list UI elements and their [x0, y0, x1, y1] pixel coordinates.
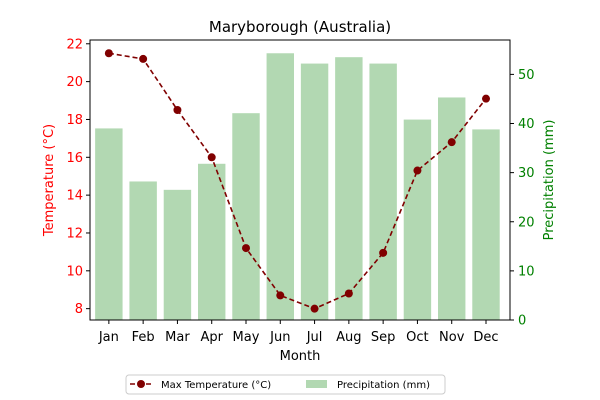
- temperature-point-apr: [207, 153, 216, 162]
- x-tick-label-feb: Feb: [132, 330, 155, 345]
- precipitation-bar-feb: [129, 181, 157, 320]
- precipitation-bar-may: [232, 113, 260, 320]
- x-tick-label-jul: Jul: [306, 330, 323, 345]
- temperature-point-may: [242, 244, 250, 253]
- precipitation-bar-aug: [335, 57, 363, 320]
- legend-box: [125, 374, 446, 395]
- right-tick-label: 50: [518, 68, 535, 83]
- x-tick-label-aug: Aug: [336, 330, 361, 345]
- x-tick-label-jun: Jun: [269, 330, 290, 345]
- temperature-point-sep: [379, 248, 388, 257]
- legend-label-precipitation: Precipitation (mm): [337, 380, 430, 391]
- precipitation-bar-sep: [369, 63, 397, 320]
- precipitation-bar-dec: [472, 129, 500, 320]
- temperature-point-aug: [344, 289, 353, 298]
- x-tick-label-nov: Nov: [439, 330, 465, 345]
- chart-title: Maryborough (Australia): [209, 18, 391, 36]
- plot-frame: [89, 39, 511, 321]
- right-tick-label: 10: [518, 264, 535, 279]
- x-tick-label-apr: Apr: [200, 330, 223, 345]
- left-tick-label: 8: [75, 302, 83, 317]
- temperature-point-oct: [413, 166, 422, 175]
- legend-label-temperature: Max Temperature (°C): [161, 380, 271, 391]
- precipitation-bar-nov: [438, 97, 466, 320]
- right-tick-label: 40: [518, 117, 535, 132]
- left-tick-label: 16: [66, 151, 83, 166]
- precipitation-bar-apr: [198, 163, 226, 320]
- precipitation-bar-jun: [266, 53, 294, 321]
- temperature-point-jul: [310, 304, 319, 313]
- x-tick-label-oct: Oct: [406, 330, 428, 345]
- left-axis-label: Temperature (°C): [42, 124, 57, 237]
- right-tick-label: 30: [518, 166, 535, 181]
- x-tick-label-may: May: [233, 330, 260, 345]
- temperature-series-line: [108, 52, 487, 310]
- left-tick-label: 10: [66, 264, 83, 279]
- precipitation-axis: 0 10 20 30 40 50: [510, 68, 535, 329]
- temperature-line: [104, 49, 490, 313]
- left-tick-label: 12: [66, 226, 83, 241]
- precipitation-bar-mar: [163, 189, 192, 320]
- x-tick-label-dec: Dec: [473, 330, 498, 345]
- legend: Max Temperature (°C) Precipitation (mm): [125, 374, 446, 395]
- precipitation-bar-jul: [300, 63, 329, 320]
- x-tick-label-sep: Sep: [371, 330, 396, 345]
- left-tick-label: 14: [66, 189, 83, 204]
- legend-bar-swatch: [306, 380, 327, 388]
- right-tick-label: 20: [518, 215, 535, 230]
- precipitation-bar-jan: [95, 128, 123, 320]
- precipitation-bar-oct: [403, 119, 432, 320]
- left-tick-label: 22: [66, 37, 83, 52]
- legend-line-marker: [137, 380, 145, 388]
- temperature-axis: 8 10 12 14 16 18 20 22: [66, 37, 90, 317]
- x-tick-label-jan: Jan: [98, 330, 119, 345]
- temperature-point-jun: [276, 291, 285, 300]
- temperature-point-feb: [139, 54, 148, 63]
- x-axis-label: Month: [280, 349, 321, 364]
- temperature-point-mar: [173, 106, 182, 114]
- left-tick-label: 18: [66, 113, 83, 128]
- temperature-point-nov: [447, 138, 456, 147]
- month-axis: Jan Feb Mar Apr May Jun Jul Aug Sep Oct Nov Dec: [98, 320, 499, 345]
- temperature-point-jan: [104, 49, 113, 58]
- right-axis-label: Precipitation (mm): [542, 120, 557, 241]
- left-tick-label: 20: [66, 75, 83, 90]
- temperature-point-dec: [482, 94, 490, 103]
- right-tick-label: 0: [518, 314, 526, 329]
- x-tick-label-mar: Mar: [165, 330, 190, 345]
- precipitation-bars: [95, 53, 500, 321]
